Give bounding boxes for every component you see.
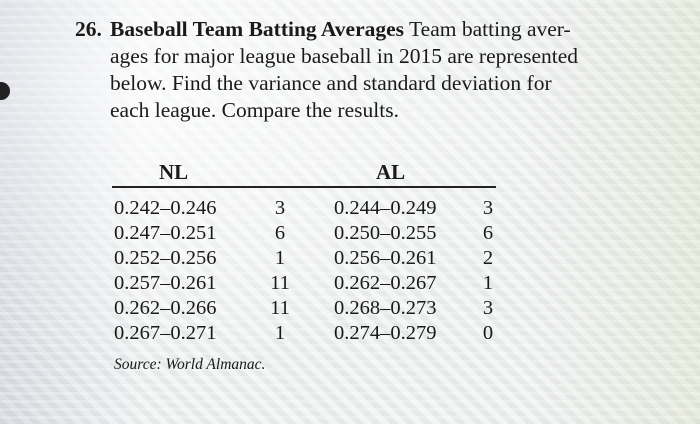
al-frequency: 3 <box>482 297 494 319</box>
problem-title: Baseball Team Batting Averages <box>110 17 405 41</box>
problem-line-3: below. Find the variance and standard de… <box>110 71 552 95</box>
problem-number: 26. <box>75 17 102 41</box>
al-range: 0.256–0.261 <box>334 247 437 269</box>
al-range: 0.262–0.267 <box>334 272 437 294</box>
al-range: 0.268–0.273 <box>334 297 437 319</box>
nl-frequency: 6 <box>274 222 286 244</box>
al-range: 0.274–0.279 <box>334 322 437 344</box>
nl-range: 0.262–0.266 <box>114 297 217 319</box>
edge-marker <box>0 82 10 100</box>
al-frequency: 2 <box>482 247 494 269</box>
table-row: 0.252–0.256 1 0.256–0.261 2 <box>0 247 700 273</box>
nl-frequency: 1 <box>274 322 286 344</box>
table-row: 0.257–0.261 11 0.262–0.267 1 <box>0 272 700 298</box>
problem-line-4: each league. Compare the results. <box>110 98 399 122</box>
nl-range: 0.252–0.256 <box>114 247 217 269</box>
al-header: AL <box>376 160 406 184</box>
al-range: 0.244–0.249 <box>334 197 437 219</box>
al-frequency: 6 <box>482 222 494 244</box>
nl-header: NL <box>159 160 189 184</box>
table-row: 0.267–0.271 1 0.274–0.279 0 <box>0 322 700 348</box>
nl-frequency: 11 <box>270 272 290 294</box>
table-row: 0.242–0.246 3 0.244–0.249 3 <box>0 197 700 223</box>
source-note: Source: World Almanac. <box>114 356 266 373</box>
nl-range: 0.242–0.246 <box>114 197 217 219</box>
header-rule <box>112 186 496 188</box>
problem-line-1: Team batting aver- <box>409 17 571 41</box>
al-frequency: 3 <box>482 197 494 219</box>
problem-body: Baseball Team Batting Averages Team batt… <box>110 16 635 124</box>
nl-range: 0.267–0.271 <box>114 322 217 344</box>
nl-frequency: 3 <box>274 197 286 219</box>
al-range: 0.250–0.255 <box>334 222 437 244</box>
nl-frequency: 1 <box>274 247 286 269</box>
table-row: 0.262–0.266 11 0.268–0.273 3 <box>0 297 700 323</box>
al-frequency: 0 <box>482 322 494 344</box>
al-frequency: 1 <box>482 272 494 294</box>
nl-range: 0.247–0.251 <box>114 222 217 244</box>
nl-frequency: 11 <box>270 297 290 319</box>
problem-line-2: ages for major league baseball in 2015 a… <box>110 44 579 68</box>
problem-statement: 26. Baseball Team Batting Averages Team … <box>75 16 635 124</box>
nl-range: 0.257–0.261 <box>114 272 217 294</box>
table-row: 0.247–0.251 6 0.250–0.255 6 <box>0 222 700 248</box>
